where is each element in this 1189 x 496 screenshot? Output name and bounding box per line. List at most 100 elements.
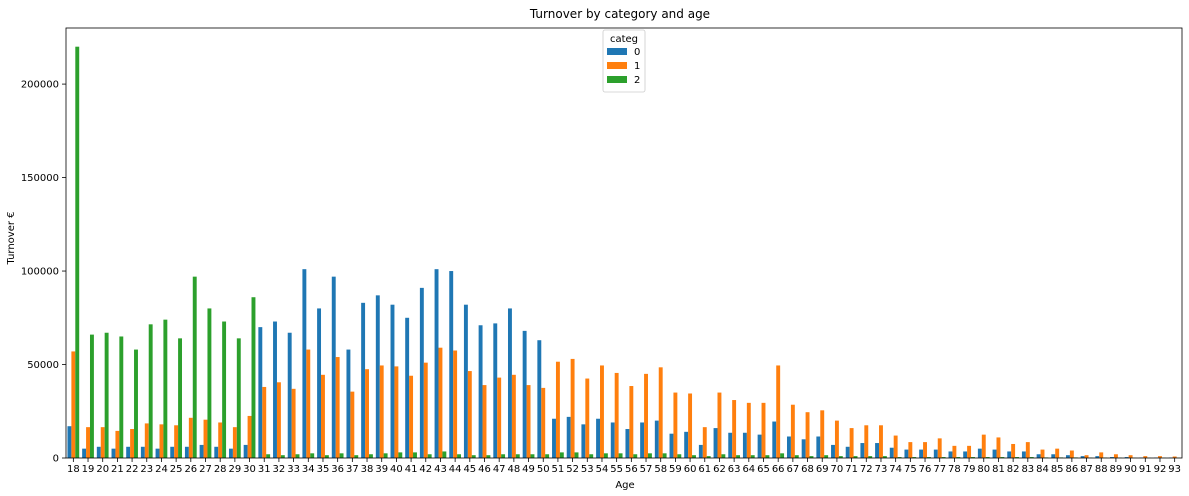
x-tick-label: 81: [992, 464, 1005, 475]
bar-categ-2-age-38: [368, 454, 373, 458]
bar-categ-0-age-37: [346, 349, 351, 458]
bar-categ-0-age-22: [126, 446, 131, 458]
bar-categ-2-age-43: [442, 451, 447, 458]
bar-categ-0-age-58: [654, 420, 659, 458]
bar-categ-0-age-35: [317, 308, 322, 458]
x-tick-label: 33: [287, 464, 300, 475]
bar-categ-1-age-83: [1025, 442, 1030, 458]
bar-categ-2-age-73: [882, 456, 887, 458]
bar-categ-2-age-22: [134, 349, 138, 458]
bar-categ-2-age-32: [280, 455, 285, 458]
x-tick-label: 35: [317, 464, 330, 475]
bar-categ-1-age-52: [570, 358, 575, 458]
bar-categ-2-age-21: [119, 336, 124, 458]
x-tick-label: 26: [184, 464, 197, 475]
x-tick-label: 25: [170, 464, 183, 475]
x-tick-label: 51: [552, 464, 565, 475]
x-tick-label: 52: [566, 464, 579, 475]
bar-categ-0-age-43: [434, 269, 439, 458]
x-tick-label: 36: [331, 464, 344, 475]
bar-categ-2-age-40: [398, 452, 403, 458]
bar-categ-0-age-49: [522, 330, 527, 458]
bar-categ-1-age-73: [879, 425, 883, 458]
bar-categ-2-age-61: [706, 456, 711, 458]
bar-categ-0-age-75: [904, 449, 909, 458]
x-tick-label: 63: [728, 464, 741, 475]
bar-categ-1-age-74: [893, 435, 898, 458]
x-tick-label: 41: [405, 464, 418, 475]
x-tick-label: 93: [1168, 464, 1181, 475]
bar-categ-0-age-89: [1110, 457, 1114, 458]
x-tick-label: 18: [67, 464, 80, 475]
bar-categ-0-age-65: [757, 434, 762, 458]
bar-categ-1-age-31: [262, 386, 267, 458]
x-tick-label: 68: [801, 464, 814, 475]
bar-categ-2-age-53: [589, 454, 594, 458]
x-tick-label: 60: [684, 464, 697, 475]
bar-categ-2-age-80: [985, 457, 990, 458]
bar-categ-1-age-40: [394, 366, 399, 458]
bar-categ-1-age-27: [203, 419, 208, 458]
x-tick-label: 74: [889, 464, 902, 475]
bar-categ-1-age-44: [453, 350, 458, 458]
x-tick-label: 88: [1095, 464, 1108, 475]
bar-categ-2-age-36: [339, 453, 344, 458]
x-tick-label: 44: [449, 464, 462, 475]
bar-categ-2-age-25: [178, 338, 183, 458]
bar-categ-1-age-90: [1128, 455, 1133, 458]
legend-swatch-2: [607, 76, 627, 83]
x-tick-label: 39: [375, 464, 388, 475]
x-tick-label: 85: [1051, 464, 1064, 475]
bar-categ-1-age-48: [511, 374, 516, 458]
x-tick-label: 27: [199, 464, 212, 475]
bar-categ-2-age-81: [1000, 457, 1005, 458]
bar-categ-1-age-85: [1055, 448, 1060, 458]
bar-categ-1-age-63: [732, 400, 737, 458]
bar-categ-1-age-25: [174, 425, 179, 458]
bar-categ-0-age-60: [684, 431, 689, 458]
chart-title: Turnover by category and age: [529, 7, 710, 21]
x-tick-label: 48: [508, 464, 521, 475]
bar-categ-2-age-27: [207, 308, 212, 458]
x-tick-label: 38: [361, 464, 374, 475]
bar-categ-1-age-77: [937, 438, 942, 458]
x-tick-label: 57: [640, 464, 653, 475]
y-tick-label: 150000: [21, 173, 59, 184]
bar-categ-1-age-61: [702, 427, 707, 458]
x-tick-label: 34: [302, 464, 315, 475]
bar-categ-1-age-33: [291, 388, 296, 458]
bar-categ-1-age-57: [644, 373, 648, 458]
bar-categ-1-age-19: [86, 427, 90, 458]
bar-categ-0-age-28: [214, 446, 219, 458]
bar-categ-1-age-82: [1011, 443, 1016, 458]
bar-categ-2-age-75: [912, 457, 917, 458]
bar-categ-2-age-28: [222, 321, 227, 458]
bar-categ-0-age-36: [331, 276, 336, 458]
bar-categ-0-age-52: [566, 416, 571, 458]
bar-categ-1-age-26: [188, 417, 193, 458]
bar-categ-0-age-40: [390, 304, 395, 458]
bar-categ-0-age-48: [507, 308, 512, 458]
bar-categ-2-age-33: [295, 454, 300, 458]
y-tick-label: 100000: [21, 267, 59, 278]
bar-categ-2-age-44: [457, 454, 462, 458]
bar-categ-1-age-34: [306, 349, 311, 458]
bar-categ-0-age-27: [199, 444, 204, 458]
bar-categ-2-age-74: [897, 457, 902, 458]
bar-categ-2-age-65: [765, 455, 770, 458]
x-tick-label: 23: [140, 464, 153, 475]
bar-categ-0-age-80: [977, 448, 982, 458]
bar-categ-2-age-24: [163, 319, 168, 458]
bar-categ-1-age-54: [600, 365, 604, 458]
x-tick-label: 58: [654, 464, 667, 475]
legend-label-1: 1: [634, 61, 640, 72]
bar-categ-1-age-39: [379, 365, 384, 458]
bar-categ-1-age-78: [952, 445, 957, 458]
x-tick-label: 47: [493, 464, 506, 475]
bar-categ-1-age-92: [1158, 456, 1162, 458]
bar-categ-1-age-69: [820, 410, 825, 458]
bar-categ-2-age-76: [926, 457, 931, 458]
bar-categ-2-age-47: [501, 454, 506, 458]
bar-categ-1-age-41: [409, 375, 414, 458]
